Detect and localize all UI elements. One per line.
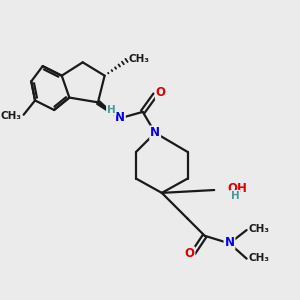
Text: O: O [184, 248, 194, 260]
Text: N: N [115, 111, 125, 124]
Text: OH: OH [228, 182, 247, 195]
Text: H: H [107, 105, 116, 115]
Text: CH₃: CH₃ [128, 55, 149, 64]
Polygon shape [97, 101, 119, 119]
Text: N: N [224, 236, 235, 249]
Text: CH₃: CH₃ [1, 111, 22, 121]
Text: H: H [231, 191, 240, 201]
Text: CH₃: CH₃ [248, 253, 269, 263]
Text: N: N [150, 126, 160, 139]
Text: O: O [156, 86, 166, 99]
Text: CH₃: CH₃ [248, 224, 269, 234]
